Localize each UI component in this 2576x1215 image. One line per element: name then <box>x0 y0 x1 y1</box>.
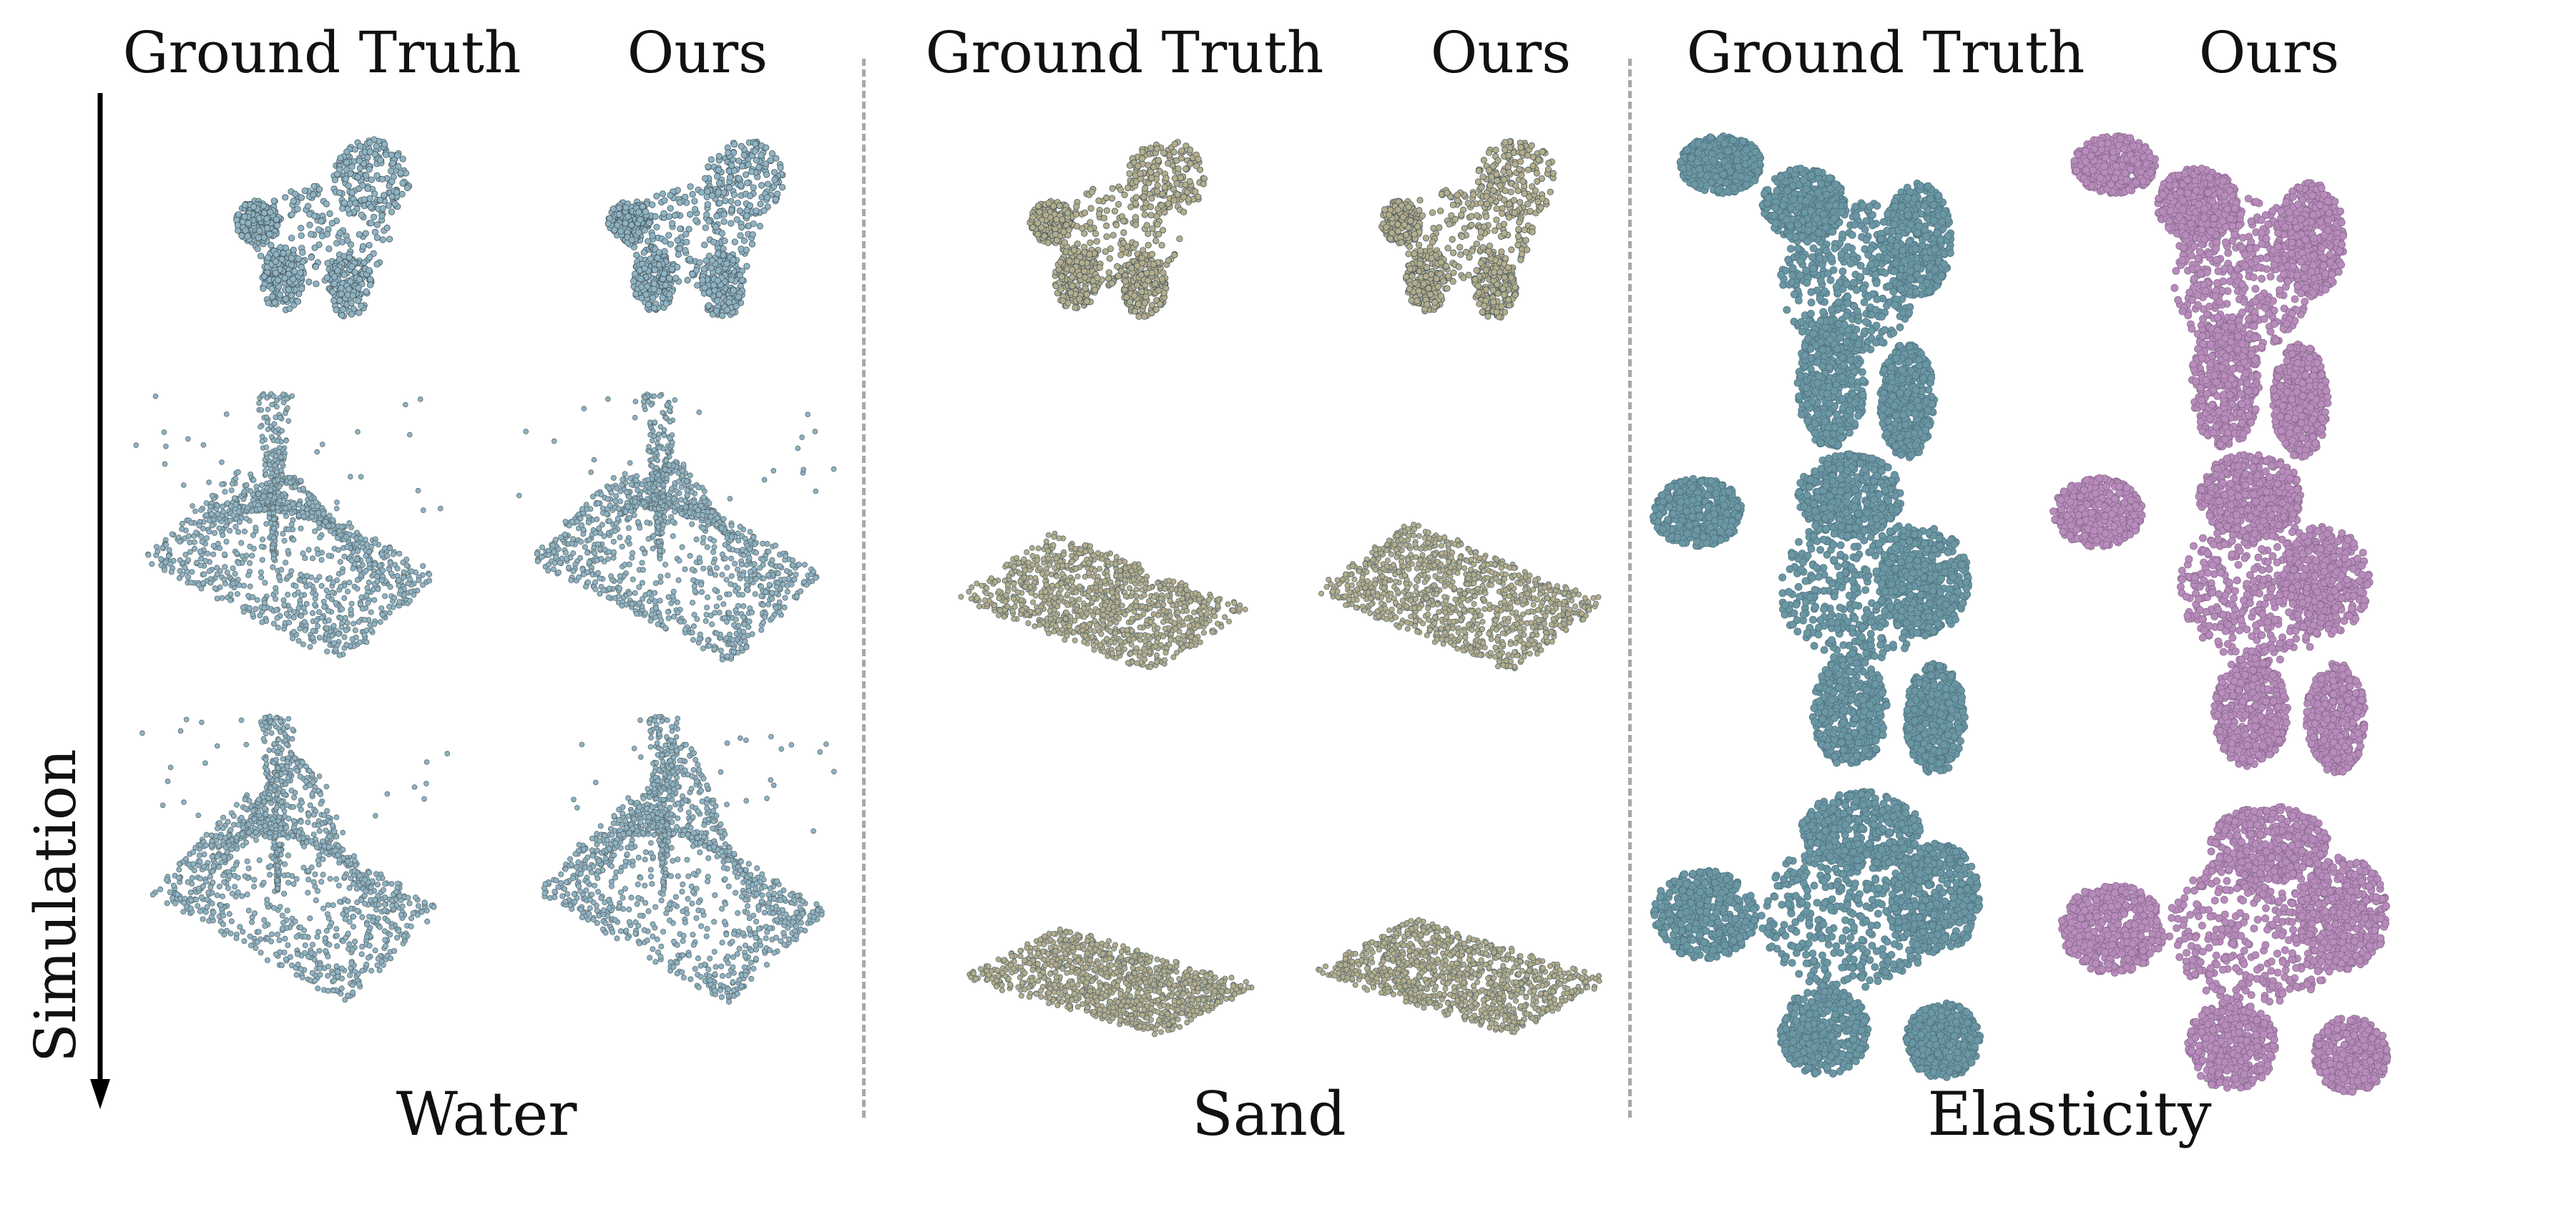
section-label-elasticity: Elasticity <box>1927 1084 2211 1144</box>
section-label-sand: Sand <box>1192 1084 1346 1144</box>
water-ground-truth-frame-3 <box>136 716 451 1038</box>
section-label-water: Water <box>396 1084 577 1144</box>
header-elasticity-ground-truth: Ground Truth <box>1687 24 2085 82</box>
elasticity-ground-truth-frame-1 <box>1660 114 2003 472</box>
header-water-ours: Ours <box>627 24 768 82</box>
elasticity-ours-frame-3 <box>2053 787 2425 1102</box>
header-elasticity-ours: Ours <box>2199 24 2339 82</box>
water-ours-frame-1 <box>587 114 801 343</box>
sand-ours-frame-3 <box>1302 873 1617 1052</box>
water-ours-frame-2 <box>515 394 837 694</box>
elasticity-ours-frame-2 <box>2046 444 2418 787</box>
axis-label-simulation: Simulation <box>27 749 84 1063</box>
elasticity-ground-truth-frame-3 <box>1645 773 2017 1088</box>
header-water-ground-truth: Ground Truth <box>123 24 521 82</box>
separator-sand-elasticity <box>1628 59 1632 1118</box>
sand-ground-truth-frame-2 <box>944 479 1259 694</box>
water-ground-truth-frame-1 <box>215 114 429 343</box>
header-sand-ours: Ours <box>1431 24 1571 82</box>
sand-ground-truth-frame-1 <box>1009 114 1223 343</box>
down-arrow-icon <box>86 93 114 1109</box>
separator-water-sand <box>862 59 866 1118</box>
water-ours-frame-3 <box>522 716 837 1038</box>
water-ground-truth-frame-2 <box>129 394 451 694</box>
elasticity-ground-truth-frame-2 <box>1645 444 2017 787</box>
sand-ground-truth-frame-3 <box>951 887 1266 1052</box>
sand-ours-frame-1 <box>1359 114 1574 343</box>
header-sand-ground-truth: Ground Truth <box>926 24 1324 82</box>
sand-ours-frame-2 <box>1302 465 1617 694</box>
elasticity-ours-frame-1 <box>2053 114 2396 472</box>
